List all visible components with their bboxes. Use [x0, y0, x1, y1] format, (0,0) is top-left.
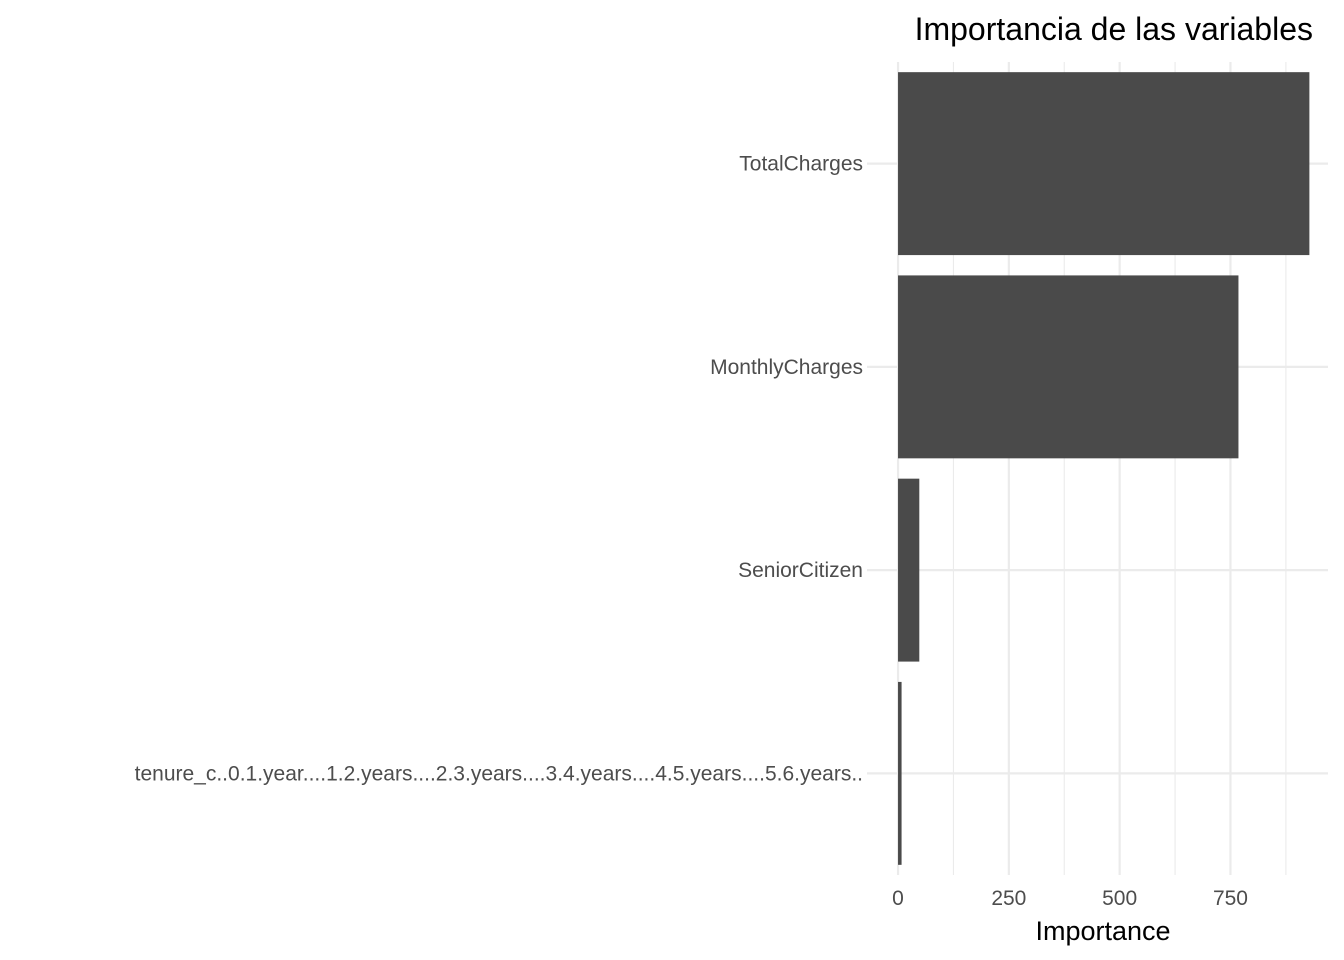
bar: [898, 275, 1239, 459]
x-axis-tick-labels: 0 250 500 750: [892, 887, 1248, 910]
chart-title: Importancia de las variables: [915, 11, 1313, 47]
y-axis-tick-labels: TotalCharges MonthlyCharges SeniorCitizen t…: [135, 153, 863, 786]
x-tick-label: 500: [1102, 887, 1137, 910]
y-tick-label: TotalCharges: [739, 153, 863, 176]
bars: [898, 72, 1310, 865]
x-tick-label: 0: [892, 887, 904, 910]
bar: [898, 681, 902, 865]
x-tick-label: 250: [991, 887, 1026, 910]
bar: [898, 72, 1310, 256]
y-tick-label: MonthlyCharges: [710, 356, 863, 379]
x-axis-title: Importance: [1035, 916, 1170, 946]
bar: [898, 478, 920, 662]
x-tick-label: 750: [1213, 887, 1248, 910]
y-tick-label: SeniorCitizen: [738, 559, 863, 582]
y-tick-label: tenure_c..0.1.year....1.2.years....2.3.y…: [135, 762, 863, 785]
